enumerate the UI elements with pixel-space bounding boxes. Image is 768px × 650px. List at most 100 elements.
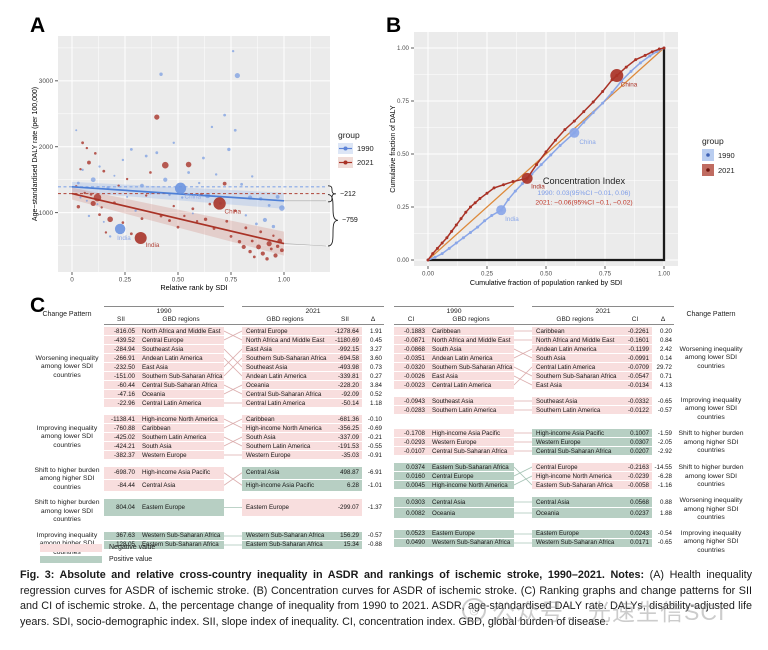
change-pattern-label: Shift to higher burden among lower SDI c… xyxy=(678,464,744,489)
change-pattern-label: Shift to higher burden among higher SDI … xyxy=(678,430,744,455)
column-header: SII xyxy=(341,316,349,323)
pattern-group: Shift to higher burden among lower SDI c… xyxy=(30,499,384,524)
legend-label: 2021 xyxy=(357,158,374,167)
rank-connectors xyxy=(514,400,532,411)
panel-a-legend: group 1990 2021 xyxy=(338,130,382,171)
change-pattern-label: Worsening inequality among lower SDI cou… xyxy=(35,354,99,379)
column-header: GBD regions xyxy=(266,316,304,323)
table-row: -424.21 South Asia Southern Latin America -… xyxy=(104,442,384,450)
year-header-2021: 2021 xyxy=(532,306,674,316)
table-row: -0.1883 Caribbean Caribbean -0.2261 0.20 xyxy=(394,327,674,335)
legend-label: 1990 xyxy=(718,150,735,160)
square-point-key-icon xyxy=(702,164,714,176)
rank-connectors xyxy=(514,330,532,386)
caption-title: Fig. 3: Absolute and relative cross-coun… xyxy=(20,569,605,581)
year-header-1990: 1990 xyxy=(394,306,514,316)
column-header: GBD regions xyxy=(556,316,594,323)
y-tick-label: 1.00 xyxy=(397,45,410,52)
table-row: -382.37 Western Europe Western Europe -35.0… xyxy=(104,451,384,459)
x-tick-label: 1.00 xyxy=(658,271,671,278)
column-header: CI xyxy=(407,316,415,323)
column-header xyxy=(514,316,532,323)
table-row: -22.96 Central Latin America Central Latin… xyxy=(104,399,384,407)
rank-connectors xyxy=(224,418,242,456)
rank-connectors xyxy=(224,535,242,546)
x-tick-label: 1.00 xyxy=(278,277,291,284)
y-axis-title: Age−standardised DALY rate (per 100,000) xyxy=(32,87,39,221)
table-row: -84.44 Central Asia High-income Asia Pacif… xyxy=(104,479,384,491)
line-point-key-icon xyxy=(338,143,353,154)
x-tick-label: 0.00 xyxy=(422,271,435,278)
ranking-table: Change Pattern 1990 2021 SII GBD regions GBD … xyxy=(30,306,758,564)
panel-a-label: A xyxy=(30,14,46,37)
positive-swatch xyxy=(40,555,102,563)
column-header: Δ xyxy=(370,316,376,323)
table-row: -0.0320 Southern Sub-Saharan Africa Centra… xyxy=(394,363,674,371)
sii-change-2021-label: −759 xyxy=(342,217,358,224)
legend-key-1990: 1990 xyxy=(702,149,752,161)
country-point-China xyxy=(569,127,580,138)
column-header: Δ xyxy=(660,316,666,323)
y-tick-label: 1000 xyxy=(39,210,54,217)
x-tick-label: 0.75 xyxy=(225,277,238,284)
x-tick-label: 0.25 xyxy=(119,277,132,284)
x-tick-label: 0 xyxy=(70,277,74,284)
rank-connectors xyxy=(514,433,532,452)
table-row: -0.0026 East Asia Southern Sub-Saharan Afr… xyxy=(394,372,674,380)
table-row: 804.04 Eastern Europe Eastern Europe -299.0… xyxy=(104,499,384,517)
x-axis-title: Relative rank by SDI xyxy=(160,283,227,292)
negative-swatch xyxy=(40,544,102,552)
table-row: -232.50 East Asia Southeast Asia -493.98 0.7… xyxy=(104,363,384,371)
country-point-China xyxy=(213,197,226,210)
change-pattern-label: Shift to higher burden among lower SDI c… xyxy=(34,499,100,524)
legend-title: group xyxy=(338,130,360,140)
change-pattern-label: Improving inequality among lower SDI cou… xyxy=(680,397,742,421)
country-label: China xyxy=(225,208,242,215)
grid-lines xyxy=(58,36,330,272)
table-row: -0.1708 High-income Asia Pacific High-inco… xyxy=(394,429,674,438)
country-label: China xyxy=(579,139,596,146)
y-tick-label: 0.00 xyxy=(397,257,410,264)
country-label: India xyxy=(505,216,519,223)
scatter-points-2021 xyxy=(75,114,284,261)
y-axis-title: Cumulative fraction of DALY xyxy=(390,105,397,193)
caption-notes-label: Notes: xyxy=(604,569,645,581)
figure-caption: Fig. 3: Absolute and relative cross-coun… xyxy=(20,568,752,631)
rank-connectors xyxy=(224,330,242,404)
health-inequality-regression-chart: −212 −759 India China India China 0 0.25 0.50 0.7… xyxy=(32,36,358,292)
legend-key-2021: 2021 xyxy=(338,157,382,168)
country-label: India xyxy=(531,183,545,190)
y-tick-label: 0.50 xyxy=(397,151,410,158)
pattern-group: Improving inequality among higher SDI co… xyxy=(30,531,384,557)
legend-label: 2021 xyxy=(718,165,735,175)
column-header: SII xyxy=(117,316,125,323)
country-label: India xyxy=(117,235,131,242)
rank-connectors xyxy=(224,472,242,486)
table-row: -0.0943 Southeast Asia Southeast Asia -0.03… xyxy=(394,397,674,405)
negative-label: Negative value xyxy=(109,544,156,552)
scatter-points-1990 xyxy=(75,49,285,238)
country-label: China xyxy=(185,193,202,200)
year-header-1990: 1990 xyxy=(104,306,224,316)
y-tick-label: 2000 xyxy=(39,144,54,151)
country-point-China xyxy=(610,69,624,83)
brace-2021-change xyxy=(327,194,339,247)
regression-line-1990 xyxy=(71,185,285,202)
table-row: -0.0871 North Africa and Middle East North… xyxy=(394,336,674,344)
rank-connectors xyxy=(514,502,532,514)
y-tick-label: 3000 xyxy=(39,78,54,85)
concentration-index-2021: 2021: −0.06(95%CI −0.1, −0.02) xyxy=(535,200,632,207)
pattern-group: Shift to higher burden among higher SDI … xyxy=(30,467,384,492)
square-point-key-icon xyxy=(702,149,714,161)
table-row: -60.44 Central Sub-Saharan Africa Oceania -… xyxy=(104,381,384,389)
ranking-table-ci: 1990 2021 CI GBD regions GBD regions CI Δ Chang… xyxy=(394,306,748,564)
rank-connectors xyxy=(514,533,532,544)
table-row: -816.05 North Africa and Middle East Centr… xyxy=(104,327,384,335)
x-tick-label: 0.75 xyxy=(599,271,612,278)
column-header: GBD regions xyxy=(162,316,200,323)
panel-b-legend: group 1990 2021 xyxy=(702,136,752,179)
concentration-index-title: Concentration Index xyxy=(543,176,626,186)
caption-notes-text: (A) Health inequality regression curves … xyxy=(20,569,752,628)
table-row: -0.0023 Central Latin America East Asia -0.… xyxy=(394,381,674,389)
